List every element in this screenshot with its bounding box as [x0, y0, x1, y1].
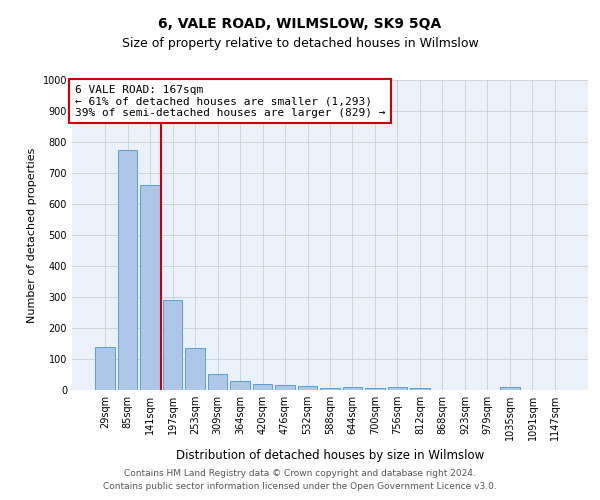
Text: 6, VALE ROAD, WILMSLOW, SK9 5QA: 6, VALE ROAD, WILMSLOW, SK9 5QA — [158, 18, 442, 32]
Bar — [388, 387, 407, 390]
Text: 6 VALE ROAD: 167sqm
← 61% of detached houses are smaller (1,293)
39% of semi-det: 6 VALE ROAD: 167sqm ← 61% of detached ho… — [74, 84, 385, 118]
Bar — [298, 386, 317, 390]
Bar — [163, 300, 182, 390]
Bar — [410, 388, 430, 390]
Text: Size of property relative to detached houses in Wilmslow: Size of property relative to detached ho… — [122, 38, 478, 51]
Y-axis label: Number of detached properties: Number of detached properties — [27, 148, 37, 322]
Bar — [185, 348, 205, 390]
Bar — [253, 384, 272, 390]
Bar — [95, 346, 115, 390]
Bar — [140, 186, 160, 390]
Bar — [320, 388, 340, 390]
Bar — [118, 150, 137, 390]
Text: Contains HM Land Registry data © Crown copyright and database right 2024.: Contains HM Land Registry data © Crown c… — [124, 468, 476, 477]
Bar — [208, 374, 227, 390]
X-axis label: Distribution of detached houses by size in Wilmslow: Distribution of detached houses by size … — [176, 448, 484, 462]
Bar — [275, 384, 295, 390]
Bar — [230, 382, 250, 390]
Text: Contains public sector information licensed under the Open Government Licence v3: Contains public sector information licen… — [103, 482, 497, 491]
Bar — [500, 387, 520, 390]
Bar — [365, 388, 385, 390]
Bar — [343, 387, 362, 390]
